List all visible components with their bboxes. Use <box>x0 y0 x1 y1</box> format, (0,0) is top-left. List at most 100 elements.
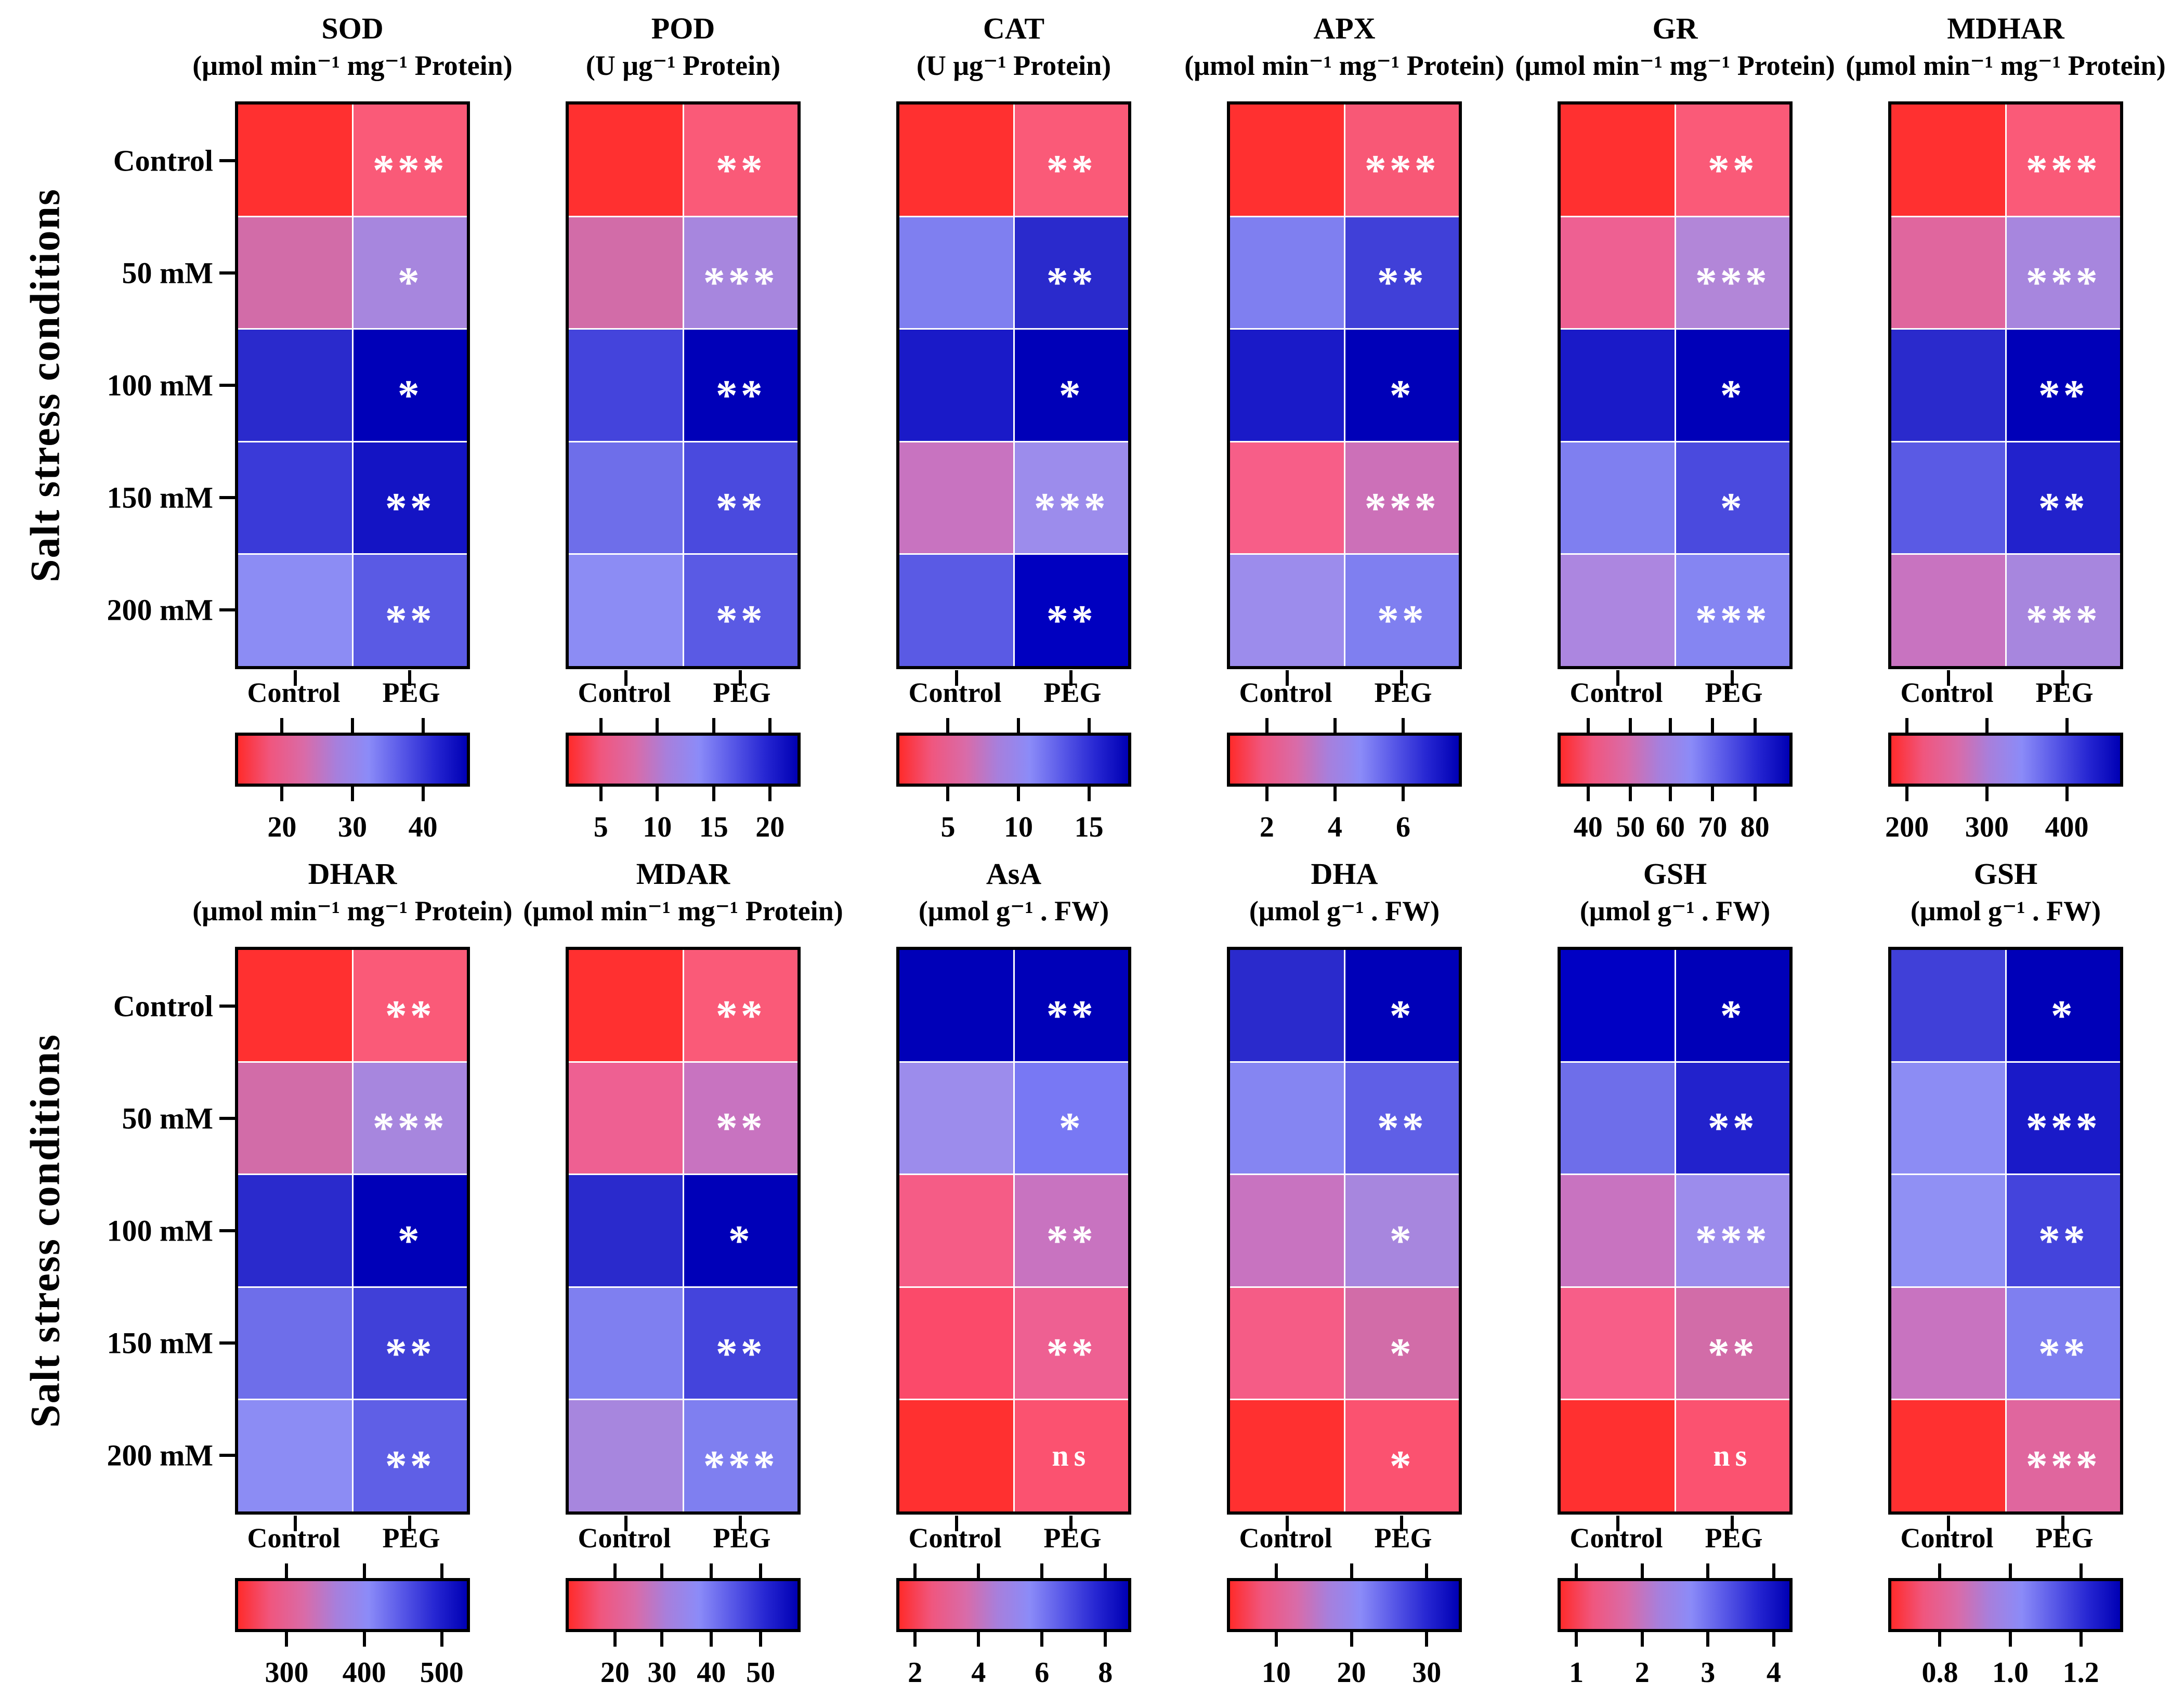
colorbar-tick <box>946 718 950 733</box>
x-tick-label: Control <box>1570 677 1663 708</box>
colorbar-tick <box>440 1563 443 1578</box>
panel-title-unit: (μmol min⁻¹ mg⁻¹ Protein) <box>192 50 513 82</box>
heatmap-panel-apx: APX (μmol min⁻¹ mg⁻¹ Protein) *** ** * *** ** C… <box>1179 0 1510 845</box>
colorbar-tick <box>2009 1563 2012 1578</box>
colorbar: 20 30 40 <box>235 718 470 863</box>
x-tick-labels: Control PEG <box>1888 676 2123 717</box>
x-tick-label: PEG <box>2035 1522 2094 1554</box>
significance-label: * <box>397 258 423 307</box>
row-tick <box>219 496 235 499</box>
x-tick-label: PEG <box>1043 1522 1102 1554</box>
panel-title-name: GSH <box>1973 857 2038 891</box>
heatmap-cell <box>899 1062 1013 1174</box>
significance-label: * <box>1720 484 1745 532</box>
panel-title-name: GR <box>1652 11 1698 45</box>
heatmap-cell <box>899 1400 1013 1511</box>
colorbar-tick <box>977 1563 980 1578</box>
heatmap-cell: * <box>353 330 467 441</box>
significance-label: ** <box>715 1104 766 1153</box>
x-tick-label: Control <box>908 1522 1002 1554</box>
heatmap-cell <box>1230 1400 1344 1511</box>
x-tick-label: Control <box>1239 677 1332 708</box>
row-tick <box>219 608 235 611</box>
colorbar-tick <box>1087 718 1091 733</box>
panel-title-unit: (μmol g⁻¹ . FW) <box>1249 895 1440 927</box>
heatmap-cell: ** <box>2006 1175 2120 1286</box>
heatmap-cell: *** <box>1676 1175 1789 1286</box>
row-label: 150 mM <box>107 480 213 515</box>
colorbar-tick-label: 20 <box>267 811 297 843</box>
heatmap-cell <box>1230 330 1344 441</box>
colorbar-tick-label: 40 <box>408 811 438 843</box>
heatmap-panel-mdhar: MDHAR (μmol min⁻¹ mg⁻¹ Protein) *** *** ** **… <box>1840 0 2171 845</box>
heatmap-cell <box>569 555 683 666</box>
significance-label: *** <box>1695 596 1770 645</box>
heatmap-cell: * <box>1014 1062 1128 1174</box>
colorbar-tick <box>599 718 603 733</box>
heatmap-cell: ** <box>684 442 797 554</box>
heatmap-cell: *** <box>2006 105 2120 216</box>
significance-label: ** <box>385 484 435 532</box>
panel-title-name: MDHAR <box>1947 11 2064 45</box>
heatmap-cell <box>569 1062 683 1174</box>
colorbar-tick <box>759 1563 763 1578</box>
colorbar-tick <box>599 787 603 801</box>
heatmap-panel-gsh: GSH (μmol g⁻¹ . FW) * ** *** ** ns Control PEG 1 2… <box>1510 845 1840 1691</box>
x-tick-labels: Control PEG <box>896 676 1131 717</box>
colorbar-tick-label: 80 <box>1740 811 1770 843</box>
panel-title: CAT (U μg⁻¹ Protein) <box>848 0 1179 101</box>
heatmap-cell <box>238 442 352 554</box>
row-label: 100 mM <box>107 1214 213 1248</box>
colorbar-gradient <box>566 1578 801 1632</box>
colorbar-tick <box>1938 1563 1942 1578</box>
heatmap-cell: ** <box>1345 1062 1459 1174</box>
x-tick-labels: Control PEG <box>896 1522 1131 1562</box>
heatmap-cell: ** <box>1014 217 1128 329</box>
heatmap-cell: ** <box>353 555 467 666</box>
heatmap-cell: * <box>1345 1287 1459 1399</box>
heatmap-cell: ** <box>1014 950 1128 1061</box>
heatmap-cell <box>1230 950 1344 1061</box>
heatmap-cell <box>1891 1287 2005 1399</box>
heatmap-cell: ** <box>1014 555 1128 666</box>
significance-label: ** <box>1707 1104 1758 1153</box>
colorbar-tick <box>1350 1563 1353 1578</box>
colorbar-tick <box>1104 1563 1107 1578</box>
colorbar-tick-label: 2 <box>1259 811 1274 843</box>
significance-label: ** <box>715 1329 766 1378</box>
colorbar-tick-label: 3 <box>1701 1657 1716 1689</box>
x-tick <box>1947 1516 1950 1531</box>
heatmap-cell: *** <box>684 217 797 329</box>
colorbar-tick <box>710 1563 713 1578</box>
colorbar-gradient <box>896 733 1131 787</box>
colorbar-tick <box>768 718 772 733</box>
significance-label: * <box>1058 1104 1084 1153</box>
heatmap-grid: * ** *** ** ns <box>1558 947 1793 1531</box>
panel-title: GR (μmol min⁻¹ mg⁻¹ Protein) <box>1510 0 1840 101</box>
colorbar-tick <box>1629 787 1632 801</box>
significance-label: * <box>1389 1329 1415 1378</box>
significance-label: *** <box>2025 258 2101 307</box>
heatmap-grid: *** * * ** ** Control 50 mM 100 mM 150 mM 200 mM <box>107 101 470 686</box>
x-tick-label: PEG <box>1705 677 1763 708</box>
heatmap-cell: ** <box>2006 442 2120 554</box>
heatmap-grid: ********** <box>1558 101 1793 686</box>
row-tick <box>219 1005 235 1008</box>
heatmap-grid: *** *** ** ** *** <box>1888 101 2123 686</box>
x-tick <box>294 670 297 686</box>
x-tick <box>624 1516 627 1531</box>
heatmap-cell: ** <box>684 330 797 441</box>
colorbar-tick <box>1274 1632 1278 1647</box>
x-tick-labels: Control PEG <box>235 1522 470 1562</box>
colorbar-tick <box>1753 718 1757 733</box>
heatmap-grid: * ** * * * <box>1227 947 1462 1531</box>
colorbar-tick <box>1772 1563 1775 1578</box>
colorbar-tick <box>977 1632 980 1647</box>
x-tick-labels: Control PEG <box>235 676 470 717</box>
colorbar-tick <box>1040 1563 1044 1578</box>
colorbar-tick <box>1753 787 1757 801</box>
significance-label: * <box>1720 991 1745 1040</box>
significance-label: *** <box>703 1442 778 1491</box>
colorbar-tick <box>1333 787 1337 801</box>
significance-label: ** <box>1707 1329 1758 1378</box>
